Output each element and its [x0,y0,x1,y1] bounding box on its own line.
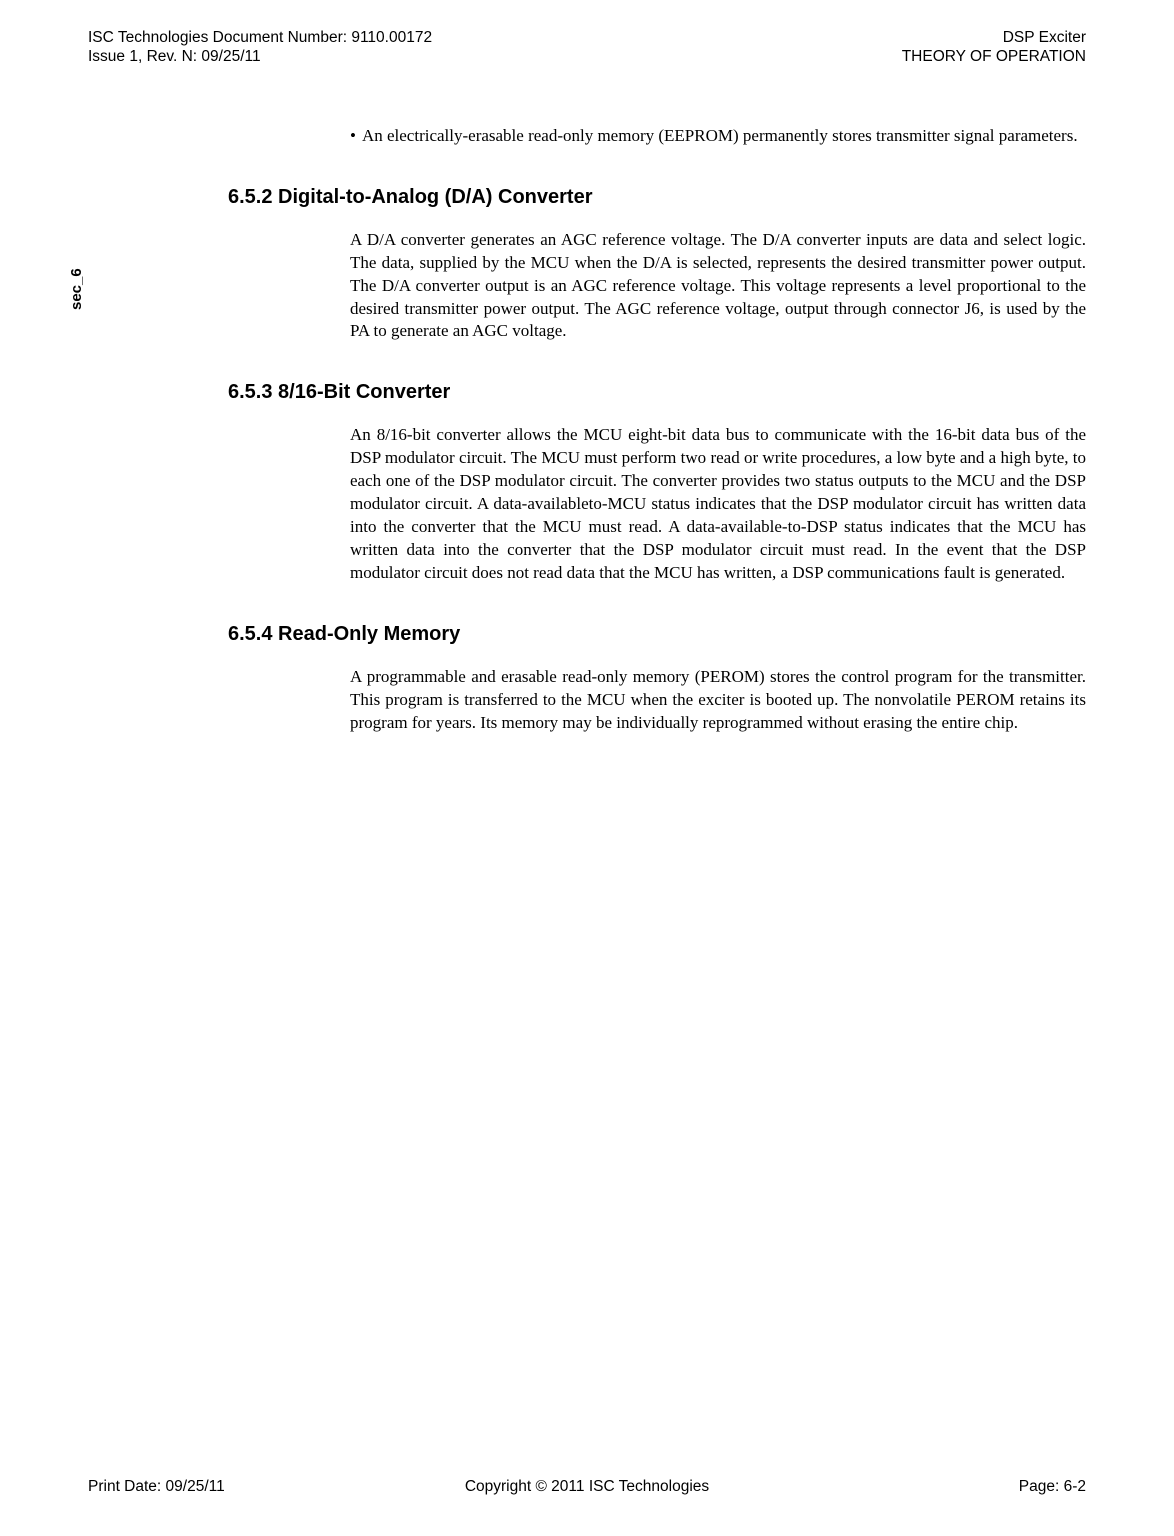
header-left: ISC Technologies Document Number: 9110.0… [88,28,432,67]
bullet-text: An electrically-erasable read-only memor… [362,125,1086,148]
body-653: An 8/16-bit converter allows the MCU eig… [350,424,1086,585]
header-right: DSP Exciter THEORY OF OPERATION [902,28,1086,67]
product-name: DSP Exciter [902,28,1086,47]
page-footer: Print Date: 09/25/11 Copyright © 2011 IS… [88,1478,1086,1496]
bullet-dot-icon: • [350,125,356,148]
heading-652: 6.5.2 Digital-to-Analog (D/A) Converter [228,186,1086,209]
heading-653: 6.5.3 8/16-Bit Converter [228,381,1086,404]
side-section-label: sec_6 [68,268,85,310]
document-page: ISC Technologies Document Number: 9110.0… [0,0,1174,1536]
heading-654: 6.5.4 Read-Only Memory [228,623,1086,646]
issue-line: Issue 1, Rev. N: 09/25/11 [88,47,432,66]
content-area: • An electrically-erasable read-only mem… [228,125,1086,735]
bullet-item: • An electrically-erasable read-only mem… [350,125,1086,148]
footer-copyright: Copyright © 2011 ISC Technologies [88,1478,1086,1496]
page-header: ISC Technologies Document Number: 9110.0… [88,28,1086,67]
body-654: A programmable and erasable read-only me… [350,666,1086,735]
section-title: THEORY OF OPERATION [902,47,1086,66]
doc-number: ISC Technologies Document Number: 9110.0… [88,28,432,47]
body-652: A D/A converter generates an AGC referen… [350,229,1086,344]
